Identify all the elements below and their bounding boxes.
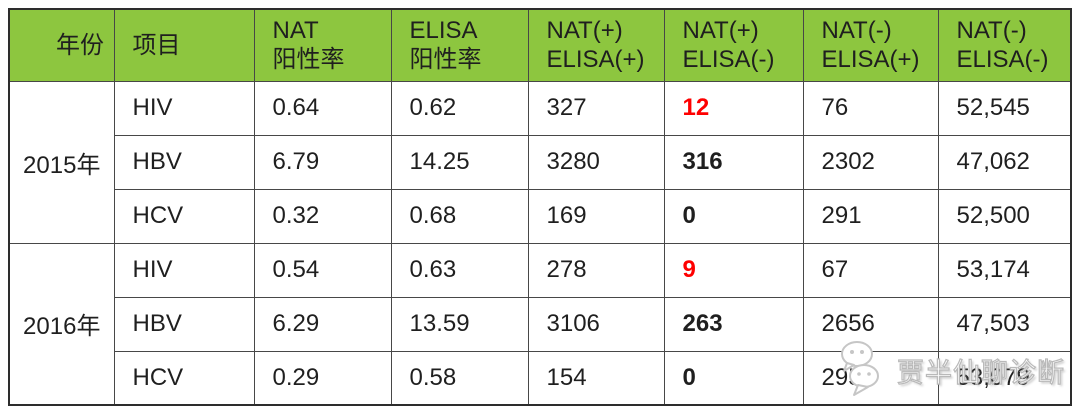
col-header-nat-pos-elisa-neg: NAT(+) ELISA(-) <box>663 8 804 82</box>
table-body: 2015年 HIV 0.64 0.62 327 12 76 52,545 HBV 6.79 14.2… <box>8 80 1072 406</box>
table-row: HCV 0.32 0.68 169 0 291 52,500 <box>9 188 1072 244</box>
col-header-nat-neg-elisa-pos: NAT(-) ELISA(+) <box>802 8 939 82</box>
nat-pos-elisa-pos-cell: 154 <box>527 350 665 406</box>
item-cell: HIV <box>113 80 255 136</box>
nat-pos-elisa-neg-cell: 12 <box>663 80 804 136</box>
nat-neg-elisa-neg-cell: 52,500 <box>937 188 1072 244</box>
nat-pos-elisa-pos-cell: 169 <box>527 188 665 244</box>
header-label: ELISA(+) <box>546 46 645 74</box>
col-header-elisa-rate: ELISA 阳性率 <box>390 8 529 82</box>
nat-pos-elisa-pos-cell: 3106 <box>527 296 665 352</box>
item-cell: HIV <box>113 242 255 298</box>
nat-rate-cell: 0.64 <box>253 80 392 136</box>
header-label: NAT <box>272 17 319 45</box>
col-header-nat-pos-elisa-pos: NAT(+) ELISA(+) <box>527 8 665 82</box>
header-label: 阳性率 <box>272 46 345 74</box>
nat-pos-elisa-pos-cell: 327 <box>527 80 665 136</box>
elisa-rate-cell: 14.25 <box>390 134 529 190</box>
item-cell: HCV <box>113 188 255 244</box>
nat-rate-cell: 0.29 <box>253 350 392 406</box>
nat-neg-elisa-pos-cell: 2302 <box>802 134 939 190</box>
nat-neg-elisa-neg-cell: 47,503 <box>937 296 1072 352</box>
nat-neg-elisa-neg-cell: 52,545 <box>937 80 1072 136</box>
nat-pos-elisa-pos-cell: 278 <box>527 242 665 298</box>
col-header-nat-rate: NAT 阳性率 <box>253 8 392 82</box>
elisa-rate-cell: 0.63 <box>390 242 529 298</box>
item-cell: HBV <box>113 134 255 190</box>
col-header-nat-neg-elisa-neg: NAT(-) ELISA(-) <box>937 8 1072 82</box>
nat-neg-elisa-pos-cell: 2656 <box>802 296 939 352</box>
nat-neg-elisa-pos-cell: 67 <box>802 242 939 298</box>
nat-pos-elisa-neg-cell: 0 <box>663 188 804 244</box>
nat-pos-elisa-neg-cell: 263 <box>663 296 804 352</box>
nat-neg-elisa-pos-cell: 291 <box>802 188 939 244</box>
screening-results-table: 年份 项目 NAT 阳性率 ELISA 阳性率 NAT(+) ELISA <box>8 8 1072 406</box>
item-cell: HCV <box>113 350 255 406</box>
header-label: 年份 <box>56 31 104 59</box>
table-row: 2015年 HIV 0.64 0.62 327 12 76 52,545 <box>8 80 1072 244</box>
nat-rate-cell: 6.79 <box>253 134 392 190</box>
nat-rate-cell: 6.29 <box>253 296 392 352</box>
elisa-rate-cell: 0.68 <box>390 188 529 244</box>
header-row: 年份 项目 NAT 阳性率 ELISA 阳性率 NAT(+) ELISA <box>8 8 1072 82</box>
year-cell: 2016年 <box>8 242 115 406</box>
table-row: HCV 0.29 0.58 154 0 295 53,079 <box>9 350 1072 406</box>
header-label: ELISA(-) <box>956 46 1049 74</box>
nat-rate-cell: 0.32 <box>253 188 392 244</box>
header-label: ELISA <box>409 17 478 45</box>
table-row: 2016年 HIV 0.54 0.63 278 9 67 53,174 <box>8 242 1072 406</box>
header-label: 项目 <box>132 31 181 59</box>
year-cell: 2015年 <box>8 80 115 244</box>
table-row: HBV 6.29 13.59 3106 263 2656 47,503 <box>9 296 1072 352</box>
nat-pos-elisa-neg-cell: 316 <box>663 134 804 190</box>
nat-neg-elisa-neg-cell: 47,062 <box>937 134 1072 190</box>
wechat-icon <box>841 341 879 396</box>
nat-pos-elisa-pos-cell: 3280 <box>527 134 665 190</box>
nat-rate-cell: 0.54 <box>253 242 392 298</box>
elisa-rate-cell: 13.59 <box>390 296 529 352</box>
watermark-text: 贾半仙聊诊断 <box>896 357 1065 388</box>
elisa-rate-cell: 0.62 <box>390 80 529 136</box>
nat-pos-elisa-neg-cell: 0 <box>663 350 804 406</box>
nat-neg-elisa-pos-cell: 76 <box>802 80 939 136</box>
elisa-rate-cell: 0.58 <box>390 350 529 406</box>
nat-pos-elisa-neg-cell: 9 <box>663 242 804 298</box>
header-label: 阳性率 <box>409 46 482 74</box>
header-label: NAT(-) <box>956 17 1027 45</box>
header-label: NAT(-) <box>821 17 892 45</box>
item-cell: HBV <box>113 296 255 352</box>
header-label: NAT(+) <box>546 17 623 45</box>
nat-neg-elisa-neg-cell: 53,174 <box>937 242 1072 298</box>
header-label: ELISA(+) <box>821 46 920 74</box>
header-label: ELISA(-) <box>682 46 775 74</box>
col-header-year: 年份 <box>8 8 115 82</box>
watermark: 贾半仙聊诊断 <box>833 340 1065 400</box>
table-row: HBV 6.79 14.25 3280 316 2302 47,062 <box>9 134 1072 190</box>
col-header-item: 项目 <box>113 8 255 82</box>
nat-neg-elisa-neg-cell: 53,079 <box>937 350 1072 406</box>
header-label: NAT(+) <box>682 17 759 45</box>
